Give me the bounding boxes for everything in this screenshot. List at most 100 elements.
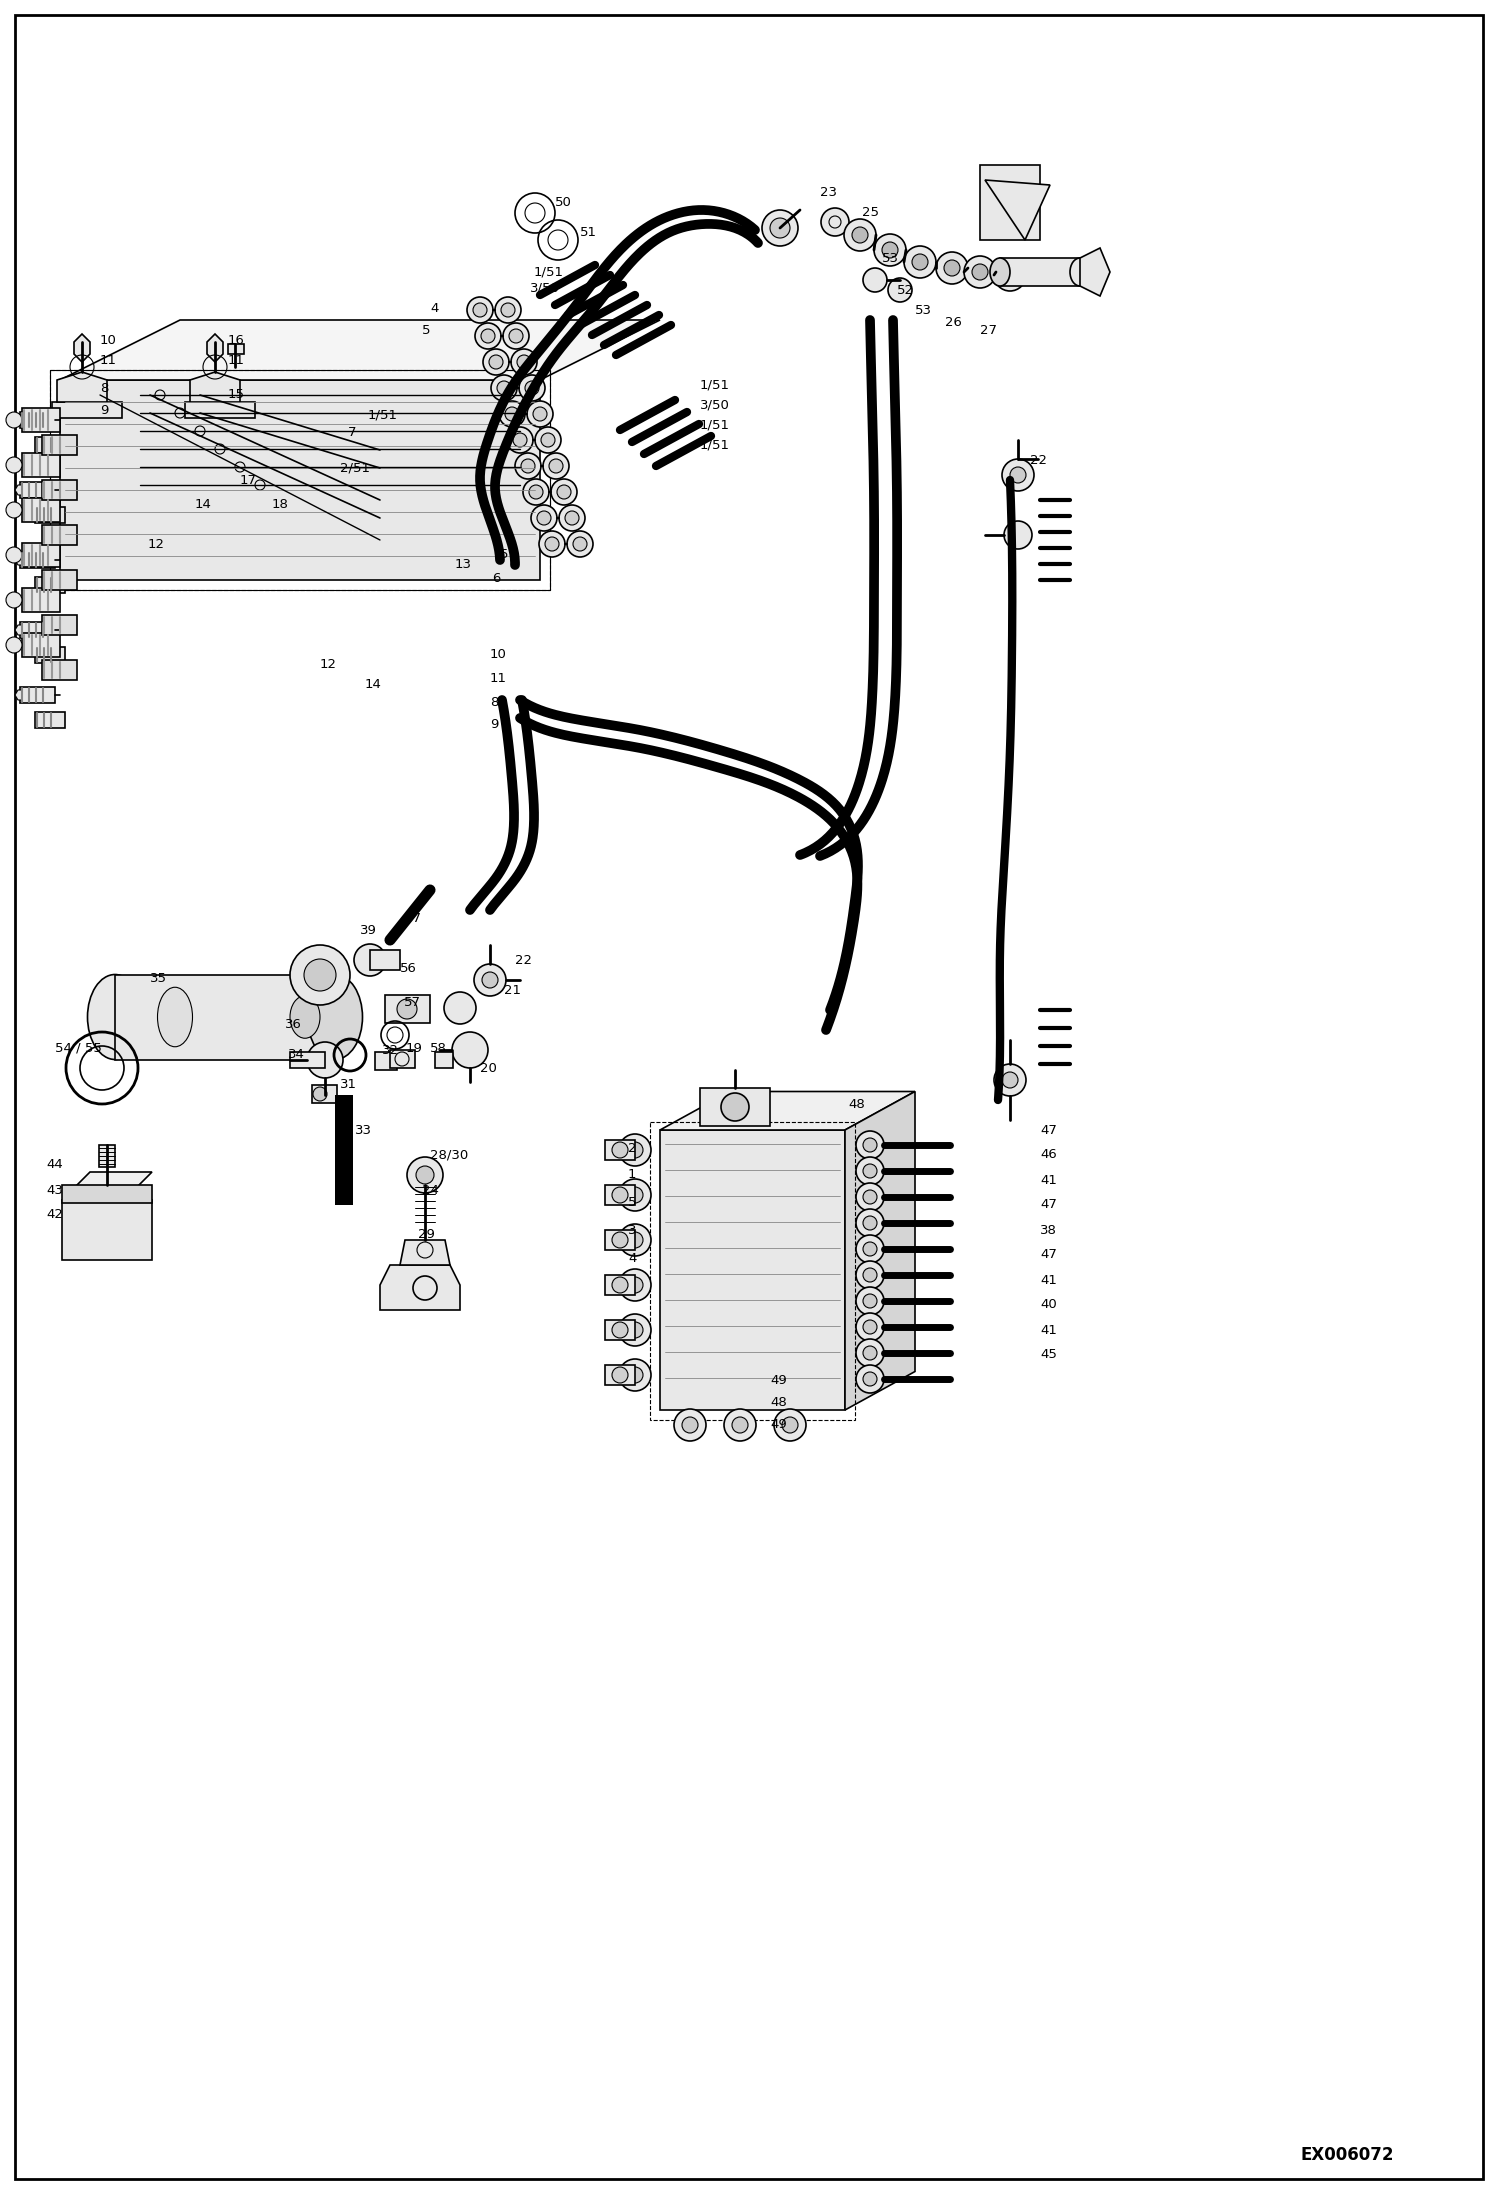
Circle shape [473, 303, 487, 316]
Polygon shape [15, 689, 22, 700]
Polygon shape [60, 320, 661, 380]
Text: 58: 58 [430, 1042, 446, 1055]
Polygon shape [380, 1266, 460, 1310]
Bar [336, 1095, 354, 1205]
Circle shape [852, 226, 867, 244]
Text: 56: 56 [400, 961, 416, 974]
Bar [42, 614, 76, 634]
Text: 29: 29 [418, 1229, 434, 1242]
Ellipse shape [307, 974, 363, 1060]
Bar [52, 402, 121, 419]
Text: 3: 3 [628, 1224, 637, 1237]
Circle shape [863, 1215, 876, 1231]
Circle shape [628, 1367, 643, 1382]
Circle shape [291, 946, 351, 1005]
Bar [49, 371, 550, 590]
Circle shape [535, 428, 560, 452]
Text: EX006072: EX006072 [1300, 2146, 1393, 2163]
Circle shape [855, 1312, 884, 1341]
Circle shape [619, 1224, 652, 1255]
Circle shape [443, 992, 476, 1025]
Text: 7: 7 [348, 426, 357, 439]
Text: 10: 10 [490, 649, 506, 663]
Circle shape [548, 459, 563, 474]
Text: 5: 5 [500, 548, 508, 562]
Circle shape [515, 452, 541, 478]
Ellipse shape [291, 996, 321, 1038]
Circle shape [565, 511, 580, 524]
Circle shape [863, 1242, 876, 1255]
Circle shape [473, 963, 506, 996]
Circle shape [500, 303, 515, 316]
Text: 17: 17 [240, 474, 258, 487]
Circle shape [674, 1409, 706, 1441]
Text: 3/50: 3/50 [530, 281, 560, 294]
Circle shape [503, 323, 529, 349]
Circle shape [551, 478, 577, 505]
Text: 47: 47 [1040, 1248, 1058, 1262]
Text: 31: 31 [340, 1079, 357, 1090]
Bar [605, 1275, 635, 1294]
Circle shape [527, 402, 553, 428]
Bar [19, 687, 55, 702]
Circle shape [235, 463, 246, 472]
Polygon shape [661, 1130, 845, 1411]
Text: 5: 5 [422, 323, 430, 336]
Circle shape [628, 1187, 643, 1202]
Text: 2: 2 [628, 1141, 637, 1154]
Bar [42, 480, 76, 500]
Text: 36: 36 [285, 1018, 303, 1031]
Text: 52: 52 [897, 283, 914, 296]
Circle shape [354, 943, 386, 976]
Bar [49, 371, 550, 590]
Circle shape [774, 1409, 806, 1441]
Polygon shape [986, 180, 1050, 239]
Circle shape [855, 1183, 884, 1211]
Circle shape [523, 478, 548, 505]
Circle shape [509, 329, 523, 342]
Polygon shape [400, 1240, 449, 1266]
Text: 20: 20 [479, 1062, 497, 1075]
Circle shape [6, 456, 22, 474]
Circle shape [559, 505, 586, 531]
Circle shape [995, 259, 1026, 292]
Text: 28/30: 28/30 [430, 1147, 469, 1161]
Circle shape [863, 268, 887, 292]
Bar [228, 344, 244, 353]
Bar [34, 647, 64, 663]
Bar [19, 483, 55, 498]
Text: 8: 8 [490, 695, 499, 709]
Text: 11: 11 [490, 671, 506, 685]
Circle shape [972, 263, 989, 281]
Circle shape [6, 636, 22, 654]
Circle shape [855, 1130, 884, 1158]
Polygon shape [73, 333, 90, 362]
Text: 26: 26 [945, 316, 962, 329]
Circle shape [628, 1323, 643, 1338]
Text: 48: 48 [770, 1395, 786, 1409]
Circle shape [855, 1156, 884, 1185]
Circle shape [855, 1235, 884, 1264]
Bar [605, 1231, 635, 1251]
Text: 14: 14 [366, 678, 382, 691]
Circle shape [855, 1209, 884, 1237]
Circle shape [467, 296, 493, 323]
Circle shape [518, 375, 545, 402]
Circle shape [195, 426, 205, 437]
Bar [42, 660, 76, 680]
Text: 45: 45 [1040, 1349, 1058, 1362]
Bar [184, 402, 255, 419]
Circle shape [506, 428, 533, 452]
Circle shape [619, 1134, 652, 1165]
Polygon shape [207, 333, 223, 362]
Text: 35: 35 [150, 972, 166, 985]
Circle shape [863, 1189, 876, 1205]
Circle shape [770, 217, 789, 237]
Circle shape [628, 1233, 643, 1248]
Bar [605, 1141, 635, 1161]
Text: 32: 32 [382, 1044, 398, 1058]
Circle shape [497, 382, 511, 395]
Circle shape [1002, 459, 1034, 491]
Circle shape [863, 1294, 876, 1308]
Bar [61, 1200, 151, 1259]
